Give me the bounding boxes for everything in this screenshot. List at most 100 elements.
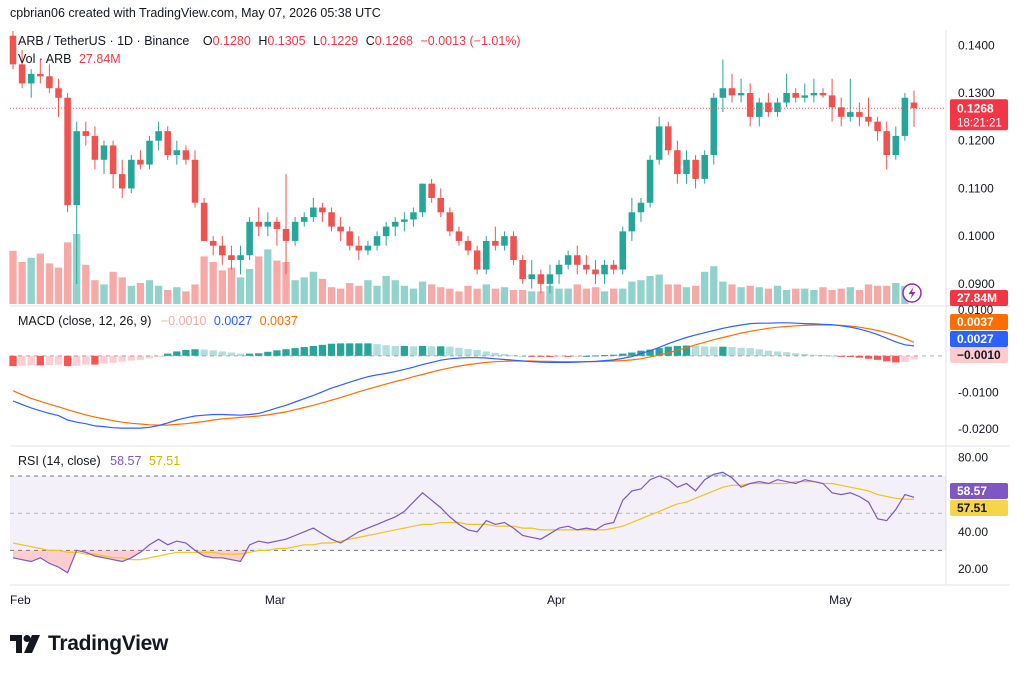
candle-body — [446, 212, 454, 232]
rsi-ma-tag-bg — [950, 500, 1008, 516]
volume-bar — [418, 281, 427, 304]
volume-bar — [500, 287, 509, 304]
macd-hist-bar — [819, 355, 827, 357]
volume-bar — [764, 288, 773, 304]
rsi-ma-value: 57.51 — [148, 454, 181, 468]
candle-body — [273, 221, 281, 229]
candle-body — [910, 102, 918, 109]
candle-body — [246, 221, 253, 256]
macd-hist-bar — [701, 346, 709, 356]
macd-hist-bar — [837, 355, 845, 357]
candle-body — [155, 131, 162, 141]
macd-hist-bar — [883, 355, 891, 362]
macd-hist-bar — [755, 349, 763, 356]
rsi-oversold-fill — [22, 550, 32, 562]
volume-tag-bg — [950, 290, 1008, 306]
volume-value: 27.84M — [78, 52, 121, 66]
candle-body — [82, 131, 90, 136]
high-value: 0.1305 — [267, 34, 306, 48]
candle-body — [683, 159, 690, 175]
volume-bar — [792, 288, 800, 304]
macd-signal-line — [12, 324, 915, 426]
candle-body — [364, 245, 372, 251]
volume-bar — [482, 284, 490, 304]
candle-body — [282, 228, 290, 241]
volume-bar — [100, 284, 108, 304]
change-value: −0.0013 (−1.01%) — [420, 34, 521, 48]
volume-bar — [255, 256, 263, 304]
volume-bar — [582, 288, 591, 304]
volume-label[interactable]: Vol · ARB — [18, 52, 72, 66]
volume-bar — [63, 242, 72, 304]
candle-body — [91, 135, 99, 160]
macd-hist-bar — [109, 355, 117, 363]
candle-body — [655, 126, 663, 160]
candle-body — [37, 73, 44, 77]
time-tick-label: Mar — [265, 593, 286, 607]
time-axis[interactable]: Feb Mar Apr May — [10, 593, 852, 607]
candle-body — [137, 159, 144, 165]
macd-hist-bar — [782, 352, 791, 356]
rsi-oversold-fill — [222, 550, 232, 560]
volume-bar — [364, 280, 372, 304]
macd-hist-bar — [564, 355, 572, 357]
candle-body — [692, 159, 699, 179]
macd-label[interactable]: MACD (close, 12, 26, 9) — [18, 314, 152, 328]
candle-body — [774, 102, 781, 113]
macd-signal-tag: 0.0037 — [957, 315, 994, 329]
candle-body — [856, 112, 863, 117]
rsi-label[interactable]: RSI (14, close) — [18, 454, 101, 468]
price-tick-label: 0.1400 — [958, 38, 995, 52]
volume-bar — [145, 280, 154, 304]
volume-bar — [300, 277, 308, 304]
close-value: 0.1268 — [374, 34, 413, 48]
rsi-value: 58.57 — [110, 454, 142, 468]
macd-hist-bar — [746, 348, 754, 356]
macd-hist-bar — [209, 350, 217, 356]
rsi-tag: 58.57 — [957, 484, 987, 498]
countdown-tag: 18:21:21 — [957, 117, 1002, 129]
candle-body — [555, 264, 563, 275]
candle-body — [501, 236, 508, 246]
candle-body — [883, 131, 890, 156]
volume-bar — [382, 276, 390, 304]
candle-body — [355, 245, 363, 251]
macd-hist-bar — [792, 353, 800, 356]
macd-hist-bar — [418, 345, 427, 356]
macd-hist-bar — [127, 355, 135, 361]
volume-bar — [191, 284, 199, 304]
volume-bar — [473, 288, 481, 304]
candle-body — [428, 183, 435, 198]
candle-body — [701, 155, 708, 179]
macd-hist-bar — [200, 349, 208, 356]
low-label: L — [313, 34, 321, 48]
volume-bar — [664, 284, 672, 304]
candle-body — [737, 92, 745, 96]
candle-body — [118, 174, 126, 189]
tradingview-logo-text: TradingView — [48, 632, 169, 655]
candle-body — [27, 73, 35, 84]
volume-bar — [18, 262, 26, 304]
macd-hist-bar — [191, 349, 199, 356]
close-label: C — [365, 34, 375, 48]
lightning-bolt-icon[interactable] — [902, 283, 922, 303]
volume-bar — [91, 280, 99, 304]
candle-body — [610, 264, 617, 270]
macd-legend: MACD (close, 12, 26, 9) −0.0010 0.0027 0… — [18, 314, 302, 328]
price-tick-label: 0.1100 — [958, 181, 994, 195]
price-tick-label: 0.1300 — [958, 86, 995, 100]
candle-body — [765, 102, 772, 113]
candle-body — [892, 135, 900, 156]
macd-hist-bar — [364, 343, 372, 356]
macd-hist-bar — [610, 354, 618, 356]
volume-bar — [409, 288, 418, 304]
candle-body — [310, 207, 317, 218]
tradingview-logo[interactable]: TradingView — [10, 630, 168, 658]
candle-body — [264, 221, 272, 227]
candle-body — [464, 240, 472, 251]
symbol-name[interactable]: ARB / TetherUS · 1D · Binance — [18, 34, 190, 48]
macd-hist-bar — [555, 355, 563, 357]
macd-hist-bar — [901, 355, 909, 363]
candle-body — [18, 64, 26, 84]
